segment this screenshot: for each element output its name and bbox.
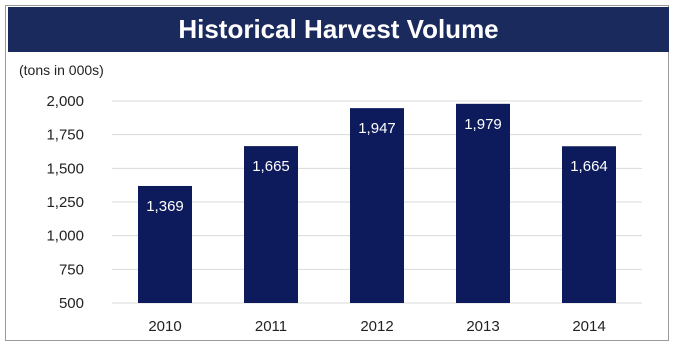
y-axis-ticks: 500 750 1,000 1,250 1,500 1,750 2,000 xyxy=(46,93,84,312)
bar xyxy=(350,108,404,304)
data-labels: 1,369 1,665 1,947 1,979 1,664 xyxy=(146,116,608,215)
title-background xyxy=(8,7,669,52)
unit-label: (tons in 000s) xyxy=(19,62,104,78)
x-tick-label: 2011 xyxy=(255,318,287,335)
data-label: 1,947 xyxy=(358,120,396,137)
data-label: 1,664 xyxy=(570,158,608,175)
x-axis-ticks: 2010 2011 2012 2013 2014 xyxy=(148,318,605,335)
x-tick-label: 2012 xyxy=(360,318,393,335)
x-tick-label: 2014 xyxy=(572,318,605,335)
y-tick-label: 750 xyxy=(59,261,84,278)
y-tick-label: 1,500 xyxy=(46,160,84,177)
y-tick-label: 2,000 xyxy=(46,93,84,110)
data-label: 1,369 xyxy=(146,198,184,215)
bars xyxy=(138,103,616,304)
x-tick-label: 2013 xyxy=(466,318,499,335)
y-tick-label: 1,250 xyxy=(46,194,84,211)
bar xyxy=(244,146,298,303)
y-tick-label: 1,750 xyxy=(46,127,84,144)
bar xyxy=(562,146,616,303)
data-label: 1,979 xyxy=(464,116,502,133)
chart-title: Historical Harvest Volume xyxy=(178,14,499,44)
y-tick-label: 1,000 xyxy=(46,228,84,245)
x-tick-label: 2010 xyxy=(148,318,181,335)
bar xyxy=(138,185,192,303)
chart-frame xyxy=(5,5,669,341)
data-label: 1,665 xyxy=(252,158,290,175)
y-tick-label: 500 xyxy=(59,295,84,312)
bar xyxy=(456,103,510,303)
